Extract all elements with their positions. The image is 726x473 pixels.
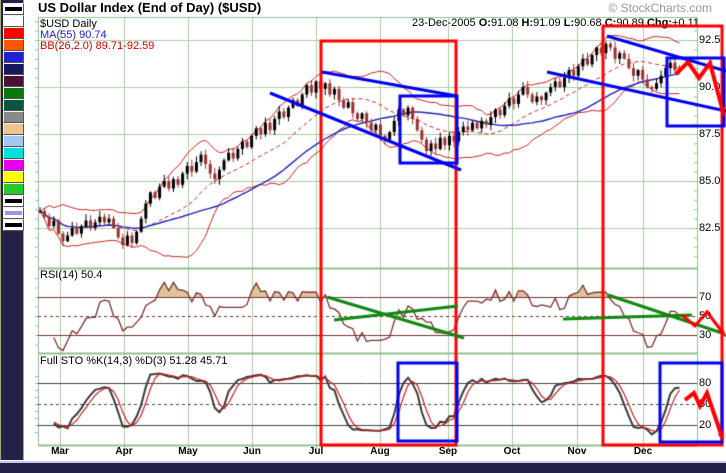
color-swatch-bright-green[interactable]: [3, 183, 24, 195]
window-bottom-bar: [0, 461, 726, 473]
color-swatch-tan[interactable]: [3, 123, 24, 135]
color-swatch-yellow[interactable]: [3, 171, 24, 183]
color-swatch-white[interactable]: [3, 15, 24, 27]
color-swatch-red[interactable]: [3, 27, 24, 39]
color-swatch-cyan[interactable]: [3, 147, 24, 159]
color-swatch-magenta[interactable]: [3, 159, 24, 171]
color-swatch-green[interactable]: [3, 87, 24, 99]
color-swatch-line-lavender[interactable]: [3, 207, 24, 219]
color-swatch-dark-teal[interactable]: [3, 99, 24, 111]
color-swatch-gray[interactable]: [3, 111, 24, 123]
color-swatch-line-black[interactable]: [3, 195, 24, 207]
swatch-bar: [5, 211, 22, 215]
color-swatch-blue[interactable]: [3, 51, 24, 63]
color-swatch-navy[interactable]: [3, 63, 24, 75]
swatch-bar: [5, 7, 22, 11]
color-swatch-line-black-2[interactable]: [3, 219, 24, 231]
color-swatch-orange[interactable]: [3, 39, 24, 51]
swatch-bar: [5, 223, 22, 227]
swatch-bar: [5, 199, 22, 203]
color-swatch-light-blue[interactable]: [3, 135, 24, 147]
color-swatch-black[interactable]: [3, 3, 24, 15]
color-swatch-dark-purple[interactable]: [3, 75, 24, 87]
drawing-color-toolbar: [0, 0, 24, 460]
